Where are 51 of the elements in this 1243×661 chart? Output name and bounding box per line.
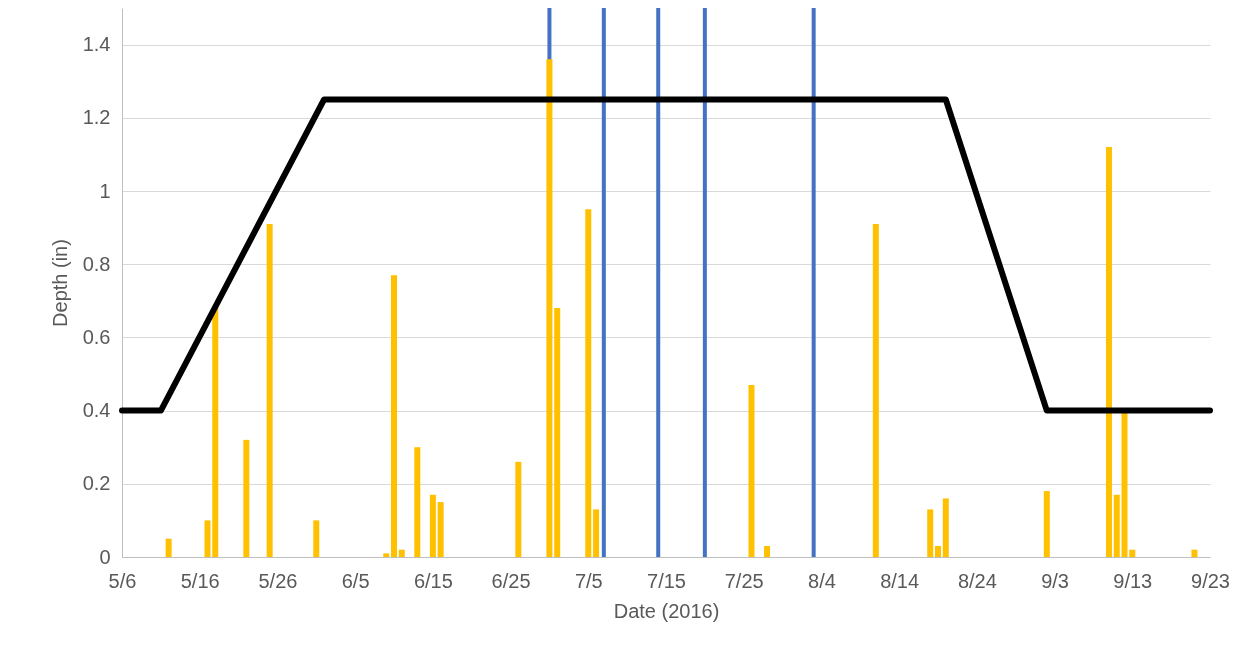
bar [764, 546, 771, 557]
bar [383, 553, 390, 557]
x-tick-label: 7/5 [574, 569, 603, 592]
x-tick-label: 6/25 [491, 569, 531, 592]
y-tick-label: 0.2 [82, 472, 111, 495]
x-tick-label: 6/15 [413, 569, 453, 592]
bar [1113, 494, 1120, 557]
y-axis-title: Depth (in) [48, 239, 71, 327]
bar [585, 209, 592, 557]
bar [204, 520, 211, 557]
bar [1043, 491, 1050, 557]
bar [398, 549, 405, 557]
x-tick-label: 8/24 [957, 569, 997, 592]
x-tick-label: 9/23 [1191, 569, 1230, 592]
x-axis-title: Date (2016) [613, 599, 720, 622]
x-tick-label: 6/5 [341, 569, 370, 592]
bar [935, 546, 941, 557]
bar [437, 502, 444, 557]
bar [414, 447, 421, 557]
x-tick-label: 9/13 [1113, 569, 1153, 592]
bar [515, 461, 522, 557]
x-tick-label: 5/6 [108, 569, 137, 592]
x-tick-label: 8/14 [880, 569, 920, 592]
x-tick-label: 9/3 [1041, 569, 1069, 592]
x-tick-label: 7/15 [647, 569, 686, 592]
bar [1191, 549, 1198, 557]
bar [266, 223, 273, 557]
x-tick-label: 5/26 [258, 569, 298, 592]
bar [748, 384, 755, 557]
y-tick-label: 0 [99, 545, 111, 568]
y-tick-label: 0.4 [82, 399, 111, 422]
bar [429, 494, 436, 557]
y-tick-label: 1 [99, 179, 111, 202]
bar [212, 308, 219, 557]
bar [872, 223, 879, 557]
bar [313, 520, 320, 557]
y-tick-label: 0.6 [82, 325, 111, 348]
x-tick-label: 8/4 [808, 569, 836, 592]
bar [942, 498, 949, 557]
bar [554, 308, 561, 557]
bar [391, 275, 397, 557]
y-tick-label: 1.2 [82, 106, 111, 129]
bar [1105, 147, 1112, 557]
bar [165, 538, 172, 557]
bar [593, 509, 600, 557]
x-tick-label: 5/16 [180, 569, 220, 592]
bar [243, 439, 250, 557]
y-tick-label: 0.8 [82, 252, 111, 275]
x-tick-label: 7/25 [724, 569, 764, 592]
y-tick-label: 1.4 [82, 33, 111, 56]
bar [927, 509, 934, 557]
